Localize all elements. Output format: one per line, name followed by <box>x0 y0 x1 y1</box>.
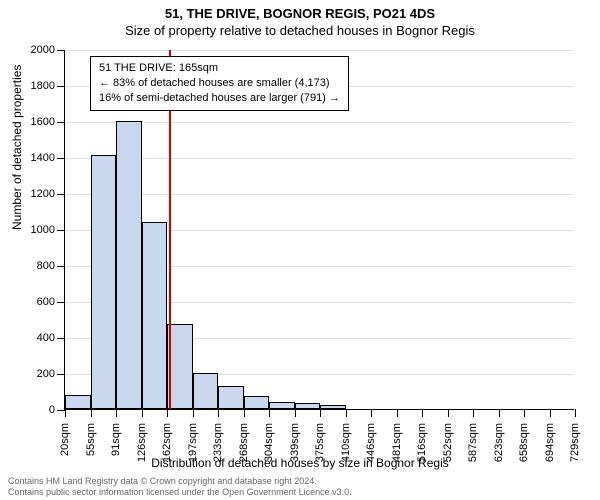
x-tick <box>550 409 551 417</box>
x-tick <box>346 409 347 417</box>
y-tick-label: 400 <box>37 332 55 344</box>
x-tick <box>65 409 66 417</box>
y-tick-label: 200 <box>37 368 55 380</box>
x-tick <box>116 409 117 417</box>
y-tick-label: 2000 <box>31 44 55 56</box>
y-tick <box>57 338 65 339</box>
y-tick <box>57 86 65 87</box>
histogram-bar <box>116 121 142 409</box>
x-axis-label: Distribution of detached houses by size … <box>0 456 600 470</box>
y-tick <box>57 122 65 123</box>
y-tick-label: 1600 <box>31 116 55 128</box>
y-tick-label: 800 <box>37 260 55 272</box>
x-tick-label: 55sqm <box>85 423 97 456</box>
y-tick <box>57 50 65 51</box>
histogram-bar <box>269 402 295 409</box>
y-tick <box>57 410 65 411</box>
attribution-line: Contains HM Land Registry data © Crown c… <box>8 476 352 487</box>
x-tick <box>499 409 500 417</box>
y-tick-label: 1200 <box>31 188 55 200</box>
histogram-bar <box>244 396 270 409</box>
y-tick <box>57 374 65 375</box>
x-tick <box>269 409 270 417</box>
histogram-bar <box>193 373 219 409</box>
y-tick-label: 1000 <box>31 224 55 236</box>
annotation-line: ← 83% of detached houses are smaller (4,… <box>99 76 340 91</box>
y-tick-label: 600 <box>37 296 55 308</box>
chart-area: 020040060080010001200140016001800200020s… <box>64 50 574 410</box>
y-tick <box>57 158 65 159</box>
x-tick <box>473 409 474 417</box>
x-tick <box>422 409 423 417</box>
y-axis-label: Number of detached properties <box>10 65 24 230</box>
x-tick <box>142 409 143 417</box>
x-tick-label: 20sqm <box>59 423 71 456</box>
x-tick <box>244 409 245 417</box>
chart-title-sub: Size of property relative to detached ho… <box>0 21 600 38</box>
annotation-line: 16% of semi-detached houses are larger (… <box>99 91 340 106</box>
x-tick-label: 91sqm <box>110 423 122 456</box>
x-tick <box>371 409 372 417</box>
chart-title-main: 51, THE DRIVE, BOGNOR REGIS, PO21 4DS <box>0 0 600 21</box>
x-tick <box>524 409 525 417</box>
histogram-bar <box>91 155 117 409</box>
attribution-line: Contains public sector information licen… <box>8 487 352 498</box>
y-tick-label: 1400 <box>31 152 55 164</box>
x-tick <box>320 409 321 417</box>
histogram-bar <box>218 386 244 409</box>
x-tick <box>218 409 219 417</box>
y-tick-label: 1800 <box>31 80 55 92</box>
y-tick <box>57 266 65 267</box>
grid-line <box>65 50 574 51</box>
y-tick <box>57 302 65 303</box>
x-tick <box>575 409 576 417</box>
y-tick <box>57 230 65 231</box>
annotation-box: 51 THE DRIVE: 165sqm ← 83% of detached h… <box>90 56 349 111</box>
x-tick <box>167 409 168 417</box>
annotation-line: 51 THE DRIVE: 165sqm <box>99 61 340 76</box>
histogram-bar <box>295 403 321 409</box>
histogram-bar <box>142 222 168 409</box>
y-tick-label: 0 <box>49 404 55 416</box>
x-tick <box>448 409 449 417</box>
x-tick <box>397 409 398 417</box>
attribution: Contains HM Land Registry data © Crown c… <box>8 476 352 498</box>
x-tick <box>91 409 92 417</box>
x-tick <box>295 409 296 417</box>
y-tick <box>57 194 65 195</box>
histogram-bar <box>65 395 91 409</box>
histogram-bar <box>320 405 346 409</box>
x-tick <box>193 409 194 417</box>
